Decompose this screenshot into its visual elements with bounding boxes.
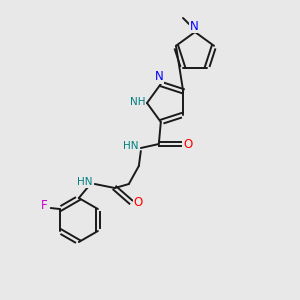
Text: NH: NH xyxy=(130,97,146,107)
Text: HN: HN xyxy=(77,177,93,187)
Text: N: N xyxy=(190,20,198,32)
Text: O: O xyxy=(133,196,142,208)
Text: F: F xyxy=(40,199,47,212)
Text: HN: HN xyxy=(123,141,139,151)
Text: N: N xyxy=(154,70,163,83)
Text: O: O xyxy=(183,137,192,151)
